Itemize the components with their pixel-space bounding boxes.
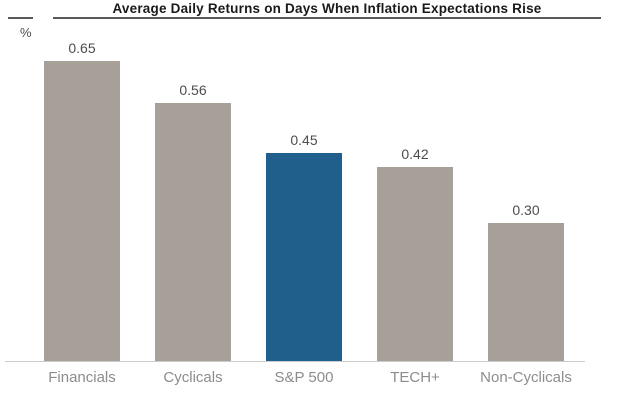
y-axis-unit-label: % [20, 25, 32, 40]
bar-value-label-non-cyclicals: 0.30 [512, 202, 540, 218]
bar-value-label-financials: 0.65 [68, 40, 96, 56]
bar-cyclicals [155, 103, 231, 361]
bar-financials [44, 61, 120, 361]
x-axis-label-non-cyclicals: Non-Cyclicals [480, 369, 572, 386]
bar-tech [377, 167, 453, 361]
bar-s-p-500 [266, 153, 342, 361]
bar-non-cyclicals [488, 223, 564, 361]
chart-title: Average Daily Returns on Days When Infla… [112, 1, 542, 16]
bar-value-label-s-p-500: 0.45 [290, 132, 318, 148]
header-rule-main [53, 17, 601, 19]
header-rule-left-segment [8, 17, 33, 19]
bar-value-label-tech: 0.42 [401, 146, 429, 162]
x-axis-label-financials: Financials [48, 369, 116, 386]
bar-value-label-cyclicals: 0.56 [179, 82, 207, 98]
x-axis-label-s-p-500: S&P 500 [274, 369, 334, 386]
x-axis-line [5, 361, 585, 362]
x-axis-label-tech: TECH+ [390, 369, 440, 386]
x-axis-label-cyclicals: Cyclicals [163, 369, 223, 386]
